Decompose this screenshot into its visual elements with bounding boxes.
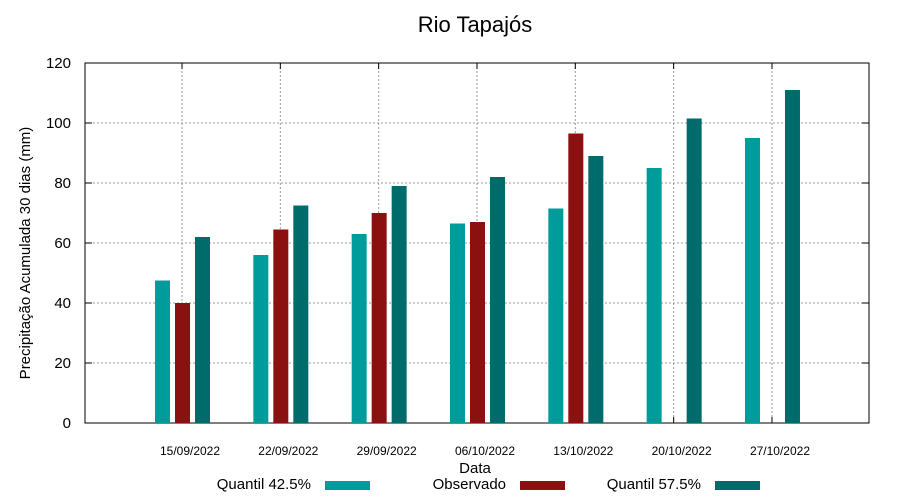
bar xyxy=(273,229,289,423)
bar xyxy=(646,168,662,423)
legend-label: Quantil 57.5% xyxy=(607,476,701,493)
x-tick-label: 22/09/2022 xyxy=(258,444,318,458)
y-axis-label: Precipitação Acumulada 30 dias (mm) xyxy=(17,127,34,380)
y-axis: 0 20 40 60 80 100 120 xyxy=(46,55,869,432)
bar xyxy=(686,118,702,423)
x-tick-label: 27/10/2022 xyxy=(750,444,810,458)
bar xyxy=(744,138,760,423)
x-axis-label: Data xyxy=(459,460,491,477)
legend-label: Observado xyxy=(433,476,506,493)
y-tick-label: 40 xyxy=(54,295,71,312)
bar xyxy=(391,186,407,423)
bar xyxy=(371,213,387,423)
legend: Quantil 42.5% Observado Quantil 57.5% xyxy=(217,476,760,493)
bar xyxy=(588,156,604,423)
bar xyxy=(449,223,465,423)
bar xyxy=(548,208,564,423)
bar xyxy=(784,90,800,423)
y-tick-label: 20 xyxy=(54,355,71,372)
x-tick-label: 20/10/2022 xyxy=(652,444,712,458)
legend-swatch xyxy=(520,481,565,490)
bar xyxy=(195,237,210,423)
bar xyxy=(175,303,190,423)
legend-swatch xyxy=(715,481,760,490)
legend-label: Quantil 42.5% xyxy=(217,476,311,493)
x-tick-label: 29/09/2022 xyxy=(357,444,417,458)
legend-swatch xyxy=(325,481,370,490)
bar xyxy=(469,222,485,423)
bar xyxy=(568,133,584,423)
x-tick-label: 06/10/2022 xyxy=(455,444,515,458)
y-tick-label: 80 xyxy=(54,175,71,192)
y-tick-label: 120 xyxy=(46,55,71,72)
y-tick-label: 60 xyxy=(54,235,71,252)
x-tick-label: 13/10/2022 xyxy=(553,444,613,458)
x-axis: 15/09/2022 22/09/2022 29/09/2022 06/10/2022… xyxy=(160,63,810,458)
bar xyxy=(293,205,309,423)
y-tick-label: 0 xyxy=(63,415,71,432)
x-tick-label: 15/09/2022 xyxy=(160,444,220,458)
bar xyxy=(489,177,505,423)
bar xyxy=(351,234,367,423)
bar xyxy=(155,280,170,423)
bars xyxy=(155,90,800,423)
chart-title: Rio Tapajós xyxy=(418,12,533,37)
bar xyxy=(253,255,269,423)
y-tick-label: 100 xyxy=(46,115,71,132)
